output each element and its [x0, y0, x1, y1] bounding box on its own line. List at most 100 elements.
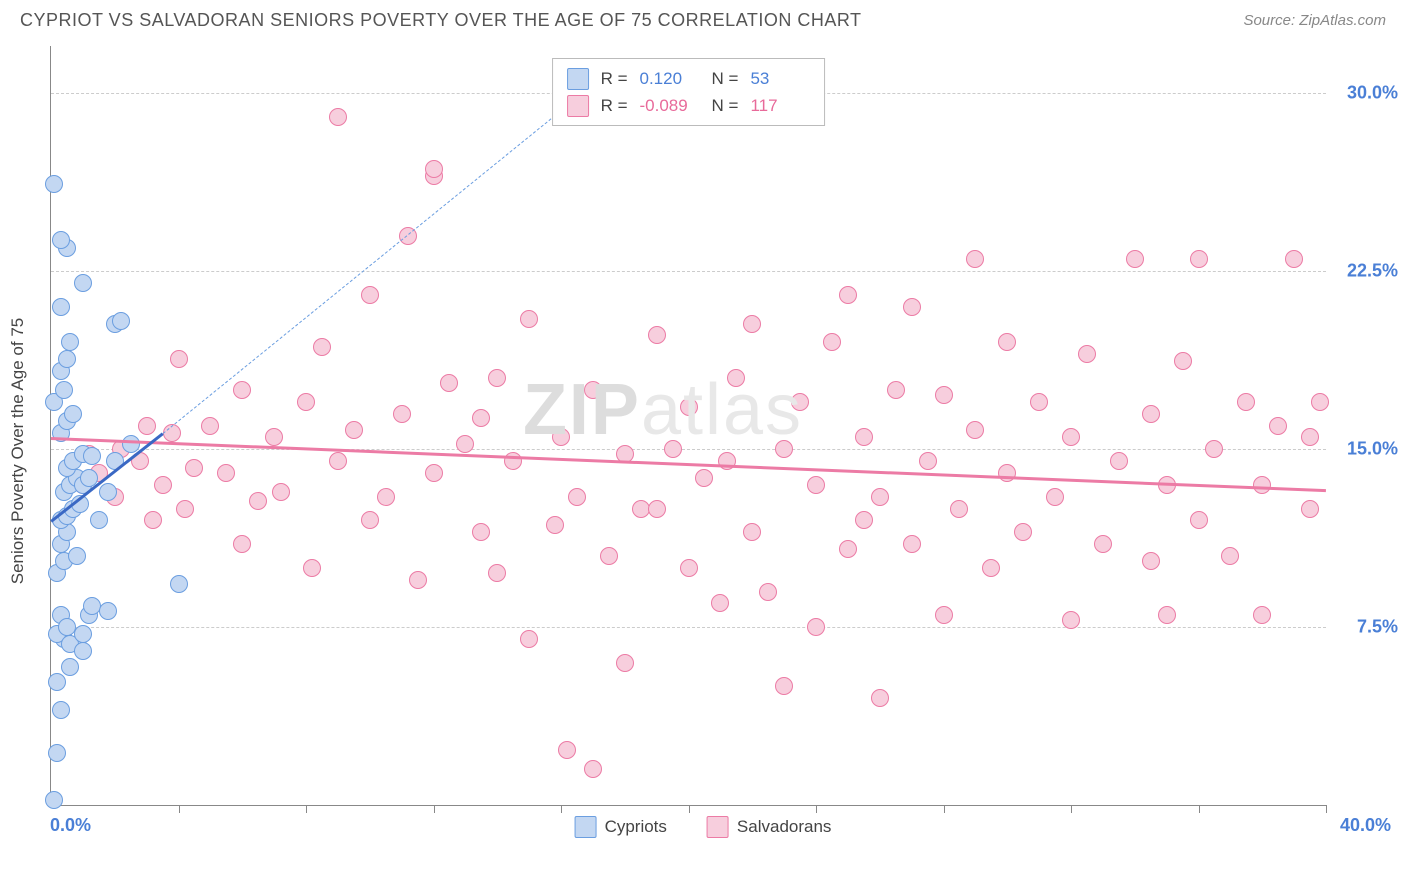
data-point — [871, 689, 889, 707]
swatch-cypriots-icon — [575, 816, 597, 838]
data-point — [1062, 428, 1080, 446]
data-point — [170, 350, 188, 368]
data-point — [440, 374, 458, 392]
data-point — [52, 701, 70, 719]
data-point — [600, 547, 618, 565]
data-point — [425, 160, 443, 178]
data-point — [935, 606, 953, 624]
data-point — [425, 464, 443, 482]
data-point — [1285, 250, 1303, 268]
header: CYPRIOT VS SALVADORAN SENIORS POVERTY OV… — [0, 0, 1406, 36]
y-tick-label: 15.0% — [1328, 439, 1398, 460]
data-point — [233, 535, 251, 553]
data-point — [329, 108, 347, 126]
data-point — [807, 618, 825, 636]
data-point — [664, 440, 682, 458]
data-point — [112, 312, 130, 330]
data-point — [950, 500, 968, 518]
data-point — [552, 428, 570, 446]
data-point — [1158, 606, 1176, 624]
data-point — [1301, 428, 1319, 446]
data-point — [170, 575, 188, 593]
data-point — [185, 459, 203, 477]
data-point — [58, 350, 76, 368]
legend-item-cypriots: Cypriots — [575, 816, 667, 838]
data-point — [807, 476, 825, 494]
data-point — [546, 516, 564, 534]
data-point — [1094, 535, 1112, 553]
data-point — [144, 511, 162, 529]
data-point — [616, 654, 634, 672]
r-value-salvadorans: -0.089 — [640, 92, 700, 119]
correlation-legend: R = 0.120 N = 53 R = -0.089 N = 117 — [552, 58, 826, 126]
data-point — [966, 250, 984, 268]
data-point — [249, 492, 267, 510]
trend-line — [51, 437, 1326, 492]
data-point — [90, 511, 108, 529]
data-point — [966, 421, 984, 439]
data-point — [217, 464, 235, 482]
n-value-cypriots: 53 — [750, 65, 810, 92]
series-legend: Cypriots Salvadorans — [575, 816, 832, 838]
data-point — [1126, 250, 1144, 268]
data-point — [1190, 250, 1208, 268]
data-point — [791, 393, 809, 411]
data-point — [361, 511, 379, 529]
data-point — [488, 369, 506, 387]
data-point — [61, 658, 79, 676]
data-point — [520, 630, 538, 648]
data-point — [982, 559, 1000, 577]
data-point — [83, 447, 101, 465]
data-point — [839, 540, 857, 558]
data-point — [871, 488, 889, 506]
data-point — [1269, 417, 1287, 435]
data-point — [1174, 352, 1192, 370]
data-point — [52, 298, 70, 316]
data-point — [759, 583, 777, 601]
y-axis-label: Seniors Poverty Over the Age of 75 — [8, 318, 28, 584]
data-point — [456, 435, 474, 453]
data-point — [52, 231, 70, 249]
source-label: Source: ZipAtlas.com — [1243, 12, 1386, 29]
data-point — [1237, 393, 1255, 411]
data-point — [154, 476, 172, 494]
r-value-cypriots: 0.120 — [640, 65, 700, 92]
swatch-salvadorans-icon — [707, 816, 729, 838]
data-point — [313, 338, 331, 356]
data-point — [409, 571, 427, 589]
data-point — [265, 428, 283, 446]
data-point — [55, 381, 73, 399]
y-tick-label: 30.0% — [1328, 83, 1398, 104]
data-point — [377, 488, 395, 506]
legend-row-cypriots: R = 0.120 N = 53 — [567, 65, 811, 92]
data-point — [272, 483, 290, 501]
data-point — [99, 483, 117, 501]
n-value-salvadorans: 117 — [750, 92, 810, 119]
data-point — [887, 381, 905, 399]
data-point — [903, 535, 921, 553]
data-point — [839, 286, 857, 304]
data-point — [903, 298, 921, 316]
data-point — [919, 452, 937, 470]
y-tick-label: 7.5% — [1328, 617, 1398, 638]
data-point — [855, 428, 873, 446]
data-point — [1190, 511, 1208, 529]
data-point — [648, 500, 666, 518]
data-point — [329, 452, 347, 470]
data-point — [775, 677, 793, 695]
x-origin-label: 0.0% — [50, 815, 91, 836]
data-point — [1142, 405, 1160, 423]
data-point — [64, 405, 82, 423]
data-point — [1046, 488, 1064, 506]
plot-area: ZIPatlas R = 0.120 N = 53 R = -0.089 N =… — [50, 46, 1326, 806]
data-point — [823, 333, 841, 351]
data-point — [998, 333, 1016, 351]
data-point — [48, 673, 66, 691]
data-point — [998, 464, 1016, 482]
data-point — [584, 760, 602, 778]
data-point — [61, 333, 79, 351]
data-point — [1030, 393, 1048, 411]
data-point — [74, 642, 92, 660]
data-point — [45, 791, 63, 809]
data-point — [297, 393, 315, 411]
